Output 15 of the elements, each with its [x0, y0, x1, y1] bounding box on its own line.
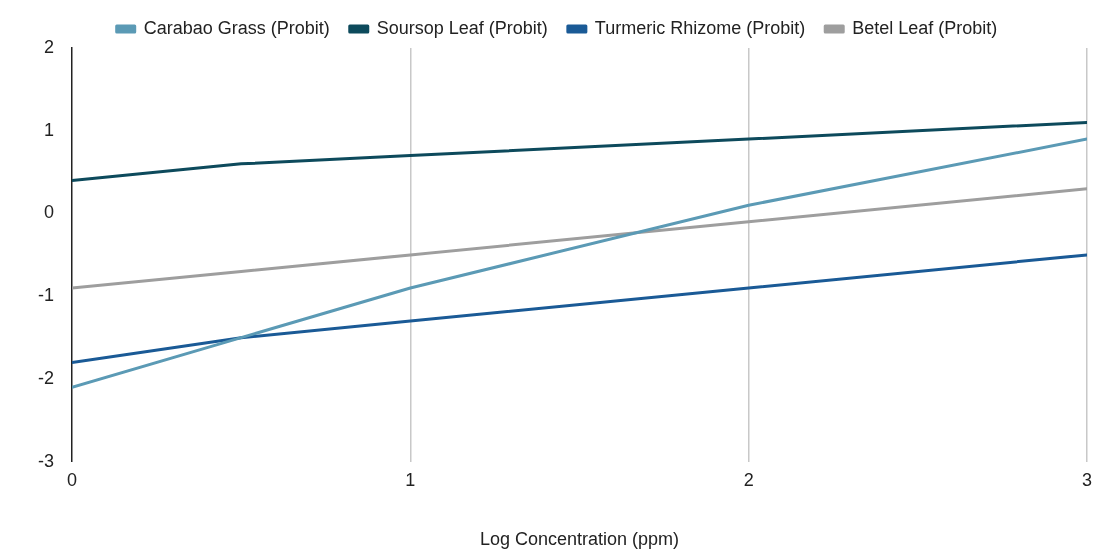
y-tick-label: -3	[37, 450, 54, 471]
legend-label: Turmeric Rhizome (Probit)	[594, 17, 806, 38]
y-tick-label: -2	[37, 368, 54, 389]
legend-label: Carabao Grass (Probit)	[143, 17, 330, 38]
y-tick-label: 2	[43, 36, 54, 57]
x-tick-label: 2	[743, 469, 754, 490]
legend-label: Betel Leaf (Probit)	[852, 17, 998, 38]
x-tick-label: 3	[1081, 469, 1092, 490]
x-axis-title: Log Concentration (ppm)	[479, 529, 680, 550]
legend-label: Soursop Leaf (Probit)	[376, 17, 548, 38]
y-tick-label: 0	[43, 202, 54, 223]
y-tick-label: 1	[43, 119, 54, 140]
x-tick-label: 1	[405, 469, 416, 490]
y-tick-label: -1	[37, 285, 54, 306]
x-tick-label: 0	[67, 469, 78, 490]
